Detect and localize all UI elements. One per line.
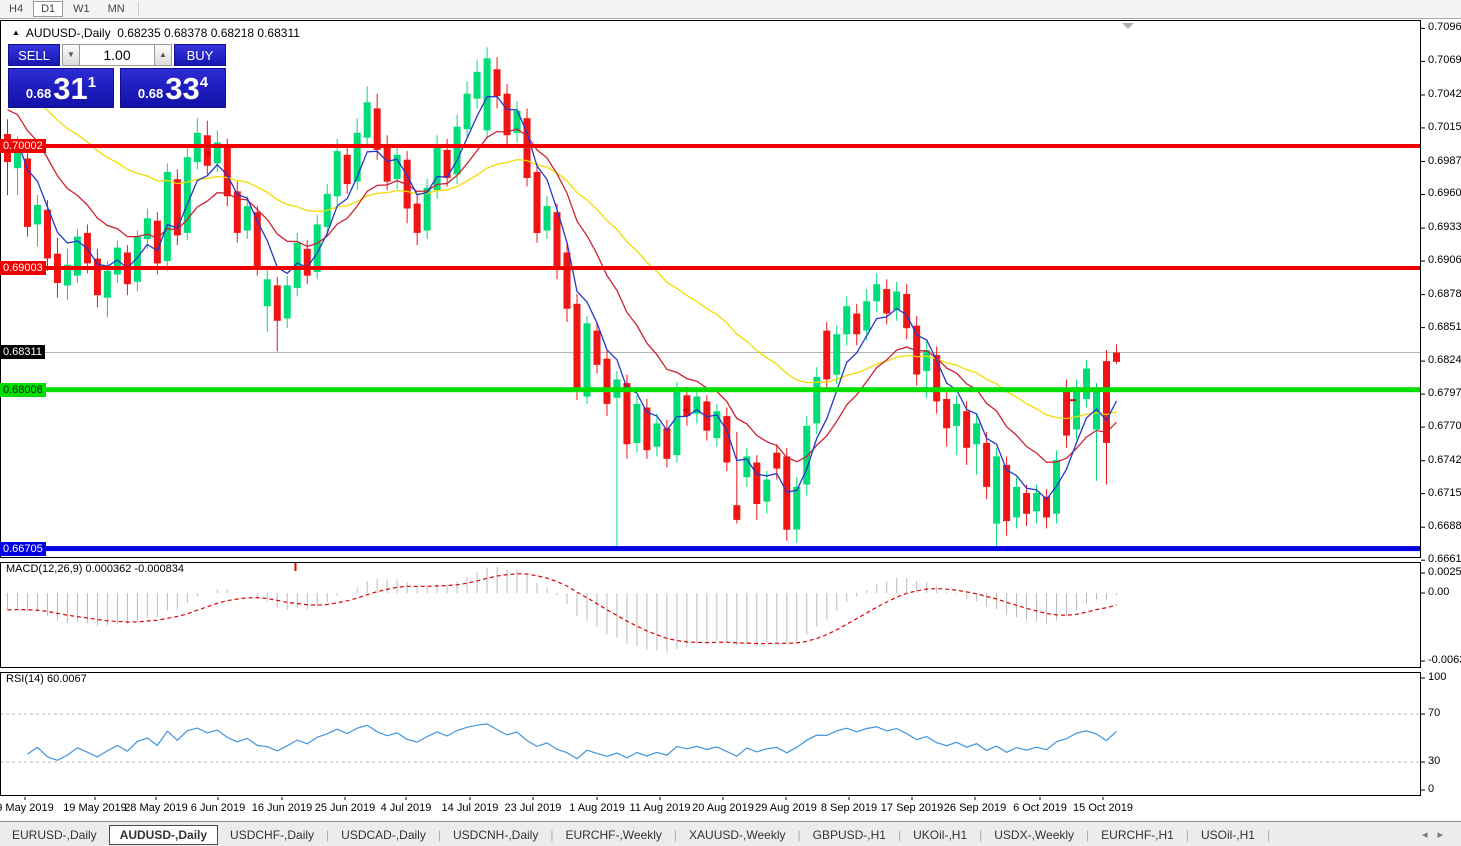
timeframe-button-mn[interactable]: MN <box>107 3 125 15</box>
chart-window: ▲ AUDUSD-,Daily 0.68235 0.68378 0.68218 0… <box>0 19 1461 821</box>
timeframe-button-d1[interactable]: D1 <box>33 1 64 17</box>
timeframe-toolbar: H4 D1 W1 MN <box>0 0 1461 19</box>
one-click-trading-panel: SELL ▼ 1.00 ▲ BUY 0.68 31 1 0.68 33 4 <box>8 44 226 108</box>
buy-price-pip-digit: 4 <box>199 74 209 91</box>
buy-price-button[interactable]: 0.68 33 4 <box>120 68 226 108</box>
buy-button[interactable]: BUY <box>174 44 226 66</box>
tab-separator: | <box>979 827 983 842</box>
sell-price-prefix: 0.68 <box>25 86 52 101</box>
sell-price-big-digits: 31 <box>53 71 88 106</box>
tab-scroll-arrows[interactable]: ◂▸ <box>1421 829 1453 841</box>
sell-button[interactable]: SELL <box>8 44 60 66</box>
buy-price-prefix: 0.68 <box>137 86 164 101</box>
chart-tab-usdx-weekly[interactable]: USDX-,Weekly <box>994 827 1075 842</box>
chart-tab-eurchf-h1[interactable]: EURCHF-,H1 <box>1101 827 1174 842</box>
collapse-panel-icon[interactable]: ▲ <box>12 28 20 37</box>
tab-separator: | <box>1086 827 1090 842</box>
chart-tab-usdchf-daily[interactable]: USDCHF-,Daily <box>230 827 315 842</box>
timeframe-button-h4[interactable]: H4 <box>9 3 24 15</box>
chart-tab-gbpusd-h1[interactable]: GBPUSD-,H1 <box>812 827 886 842</box>
sell-price-button[interactable]: 0.68 31 1 <box>8 68 114 108</box>
chart-ohlc-values: 0.68235 0.68378 0.68218 0.68311 <box>117 26 300 40</box>
tab-separator: | <box>897 827 902 842</box>
volume-decrease-button[interactable]: ▼ <box>62 44 80 66</box>
volume-increase-button[interactable]: ▲ <box>154 44 172 66</box>
chart-tab-usoil-h1[interactable]: USOil-,H1 <box>1200 827 1255 842</box>
buy-price-big-digits: 33 <box>165 71 200 106</box>
tab-separator: | <box>673 827 678 842</box>
tab-separator: | <box>326 827 330 842</box>
chart-tab-xauusd-weekly[interactable]: XAUUSD-,Weekly <box>689 827 786 842</box>
chart-symbol-label: AUDUSD-,Daily <box>25 26 111 40</box>
chart-tab-bar: EURUSD-,Daily AUDUSD-,Daily USDCHF-,Daily |… <box>0 821 1461 846</box>
tab-separator: | <box>1185 827 1189 842</box>
toolbar-separator <box>137 2 139 16</box>
volume-input[interactable]: 1.00 <box>80 44 154 66</box>
chart-tab-usdcad-daily[interactable]: USDCAD-,Daily <box>341 827 426 842</box>
chart-tab-eurusd-daily[interactable]: EURUSD-,Daily <box>12 827 97 842</box>
sell-price-pip-digit: 1 <box>87 74 97 91</box>
chart-tab-eurchf-weekly[interactable]: EURCHF-,Weekly <box>565 827 662 842</box>
tab-separator: | <box>437 827 441 842</box>
chart-tab-audusd-daily[interactable]: AUDUSD-,Daily <box>108 824 219 845</box>
chart-tab-ukoil-h1[interactable]: UKOil-,H1 <box>913 827 968 842</box>
tab-separator: | <box>550 827 554 842</box>
chart-tab-usdcnh-daily[interactable]: USDCNH-,Daily <box>452 827 539 842</box>
tab-separator: | <box>797 827 801 842</box>
chart-title: ▲ AUDUSD-,Daily 0.68235 0.68378 0.68218 0… <box>12 26 300 40</box>
tab-separator: | <box>1266 827 1271 842</box>
timeframe-button-w1[interactable]: W1 <box>73 3 90 15</box>
